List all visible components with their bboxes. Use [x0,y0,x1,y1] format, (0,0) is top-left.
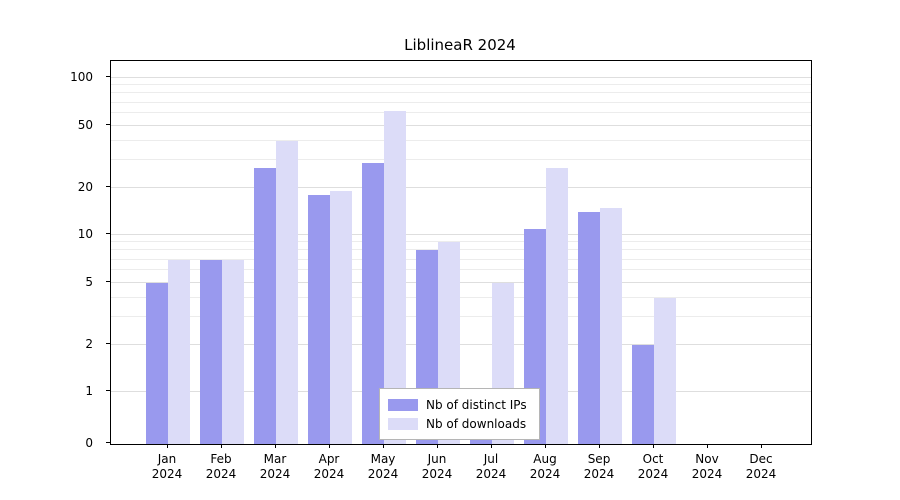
bar-distinct-ips [362,162,384,444]
x-tick-label: Jul 2024 [475,452,507,481]
y-tick-mark [106,342,110,344]
x-tick-label: Aug 2024 [529,452,561,481]
y-tick-label: 50 [77,117,93,132]
x-tick-mark [329,444,330,448]
x-tick-mark [383,444,384,448]
y-tick-label: 1 [85,384,93,399]
minor-gridline [111,296,811,298]
major-gridline [111,124,811,126]
x-tick-mark [653,444,654,448]
y-tick-mark [106,185,110,187]
bar-distinct-ips [632,344,654,444]
major-gridline [111,186,811,188]
bar-downloads [330,191,352,444]
y-tick-mark [106,442,110,443]
x-tick-mark [707,444,708,448]
minor-gridline [111,92,811,94]
legend-swatch-downloads [388,417,418,430]
y-tick-label: 20 [77,179,93,194]
bar-downloads [654,297,676,444]
x-tick-label: Jan 2024 [151,452,183,481]
bar-distinct-ips [254,167,276,444]
x-tick-label: Feb 2024 [205,452,237,481]
minor-gridline [111,139,811,141]
y-tick-label: 100 [70,70,93,85]
chart-title: LiblineaR 2024 [404,36,516,54]
major-gridline [111,343,811,345]
bar-downloads [546,167,568,444]
x-tick-mark [167,444,168,448]
x-tick-label: Nov 2024 [691,452,723,481]
major-gridline [111,77,811,79]
minor-gridline [111,101,811,103]
x-tick-mark [275,444,276,448]
y-tick-mark [106,76,110,78]
major-gridline [111,281,811,283]
legend: Nb of distinct IPs Nb of downloads [379,388,540,440]
x-tick-mark [437,444,438,448]
legend-label-distinct-ips: Nb of distinct IPs [426,397,527,412]
x-tick-label: Sep 2024 [583,452,615,481]
legend-item-distinct-ips: Nb of distinct IPs [388,395,527,414]
bar-distinct-ips [578,212,600,444]
x-tick-label: Jun 2024 [421,452,453,481]
major-gridline [111,234,811,236]
minor-gridline [111,112,811,114]
legend-item-downloads: Nb of downloads [388,414,527,433]
minor-gridline [111,269,811,271]
minor-gridline [111,84,811,86]
y-tick-label: 0 [85,436,93,450]
bar-distinct-ips [146,282,168,444]
x-tick-mark [761,444,762,448]
y-tick-label: 2 [85,336,93,351]
bar-distinct-ips [308,195,330,444]
x-tick-label: Apr 2024 [313,452,345,481]
x-axis: Jan 2024 Feb 2024 Mar 2024 Apr 2024 May 2024… [110,444,810,494]
x-tick-label: Dec 2024 [745,452,777,481]
y-tick-mark [106,233,110,235]
x-tick-mark [491,444,492,448]
y-tick-mark [106,390,110,392]
bar-downloads [222,259,244,444]
minor-gridline [111,316,811,318]
bar-downloads [600,207,622,444]
legend-label-downloads: Nb of downloads [426,416,527,431]
minor-gridline [111,241,811,243]
minor-gridline [111,249,811,251]
x-tick-label: May 2024 [367,452,399,481]
minor-gridline [111,258,811,260]
x-tick-mark [221,444,222,448]
x-tick-label: Mar 2024 [259,452,291,481]
x-tick-label: Oct 2024 [637,452,669,481]
x-tick-mark [545,444,546,448]
x-tick-mark [599,444,600,448]
y-tick-label: 5 [85,274,93,289]
bar-downloads [168,259,190,444]
bar-downloads [276,140,298,444]
bar-distinct-ips [200,259,222,444]
minor-gridline [111,159,811,161]
y-tick-label: 10 [77,227,93,242]
y-tick-mark [106,280,110,282]
y-axis: 0 1 2 5 10 20 50 100 [0,60,110,450]
y-tick-mark [106,123,110,125]
legend-swatch-distinct-ips [388,398,418,411]
bar-downloads [384,110,406,444]
